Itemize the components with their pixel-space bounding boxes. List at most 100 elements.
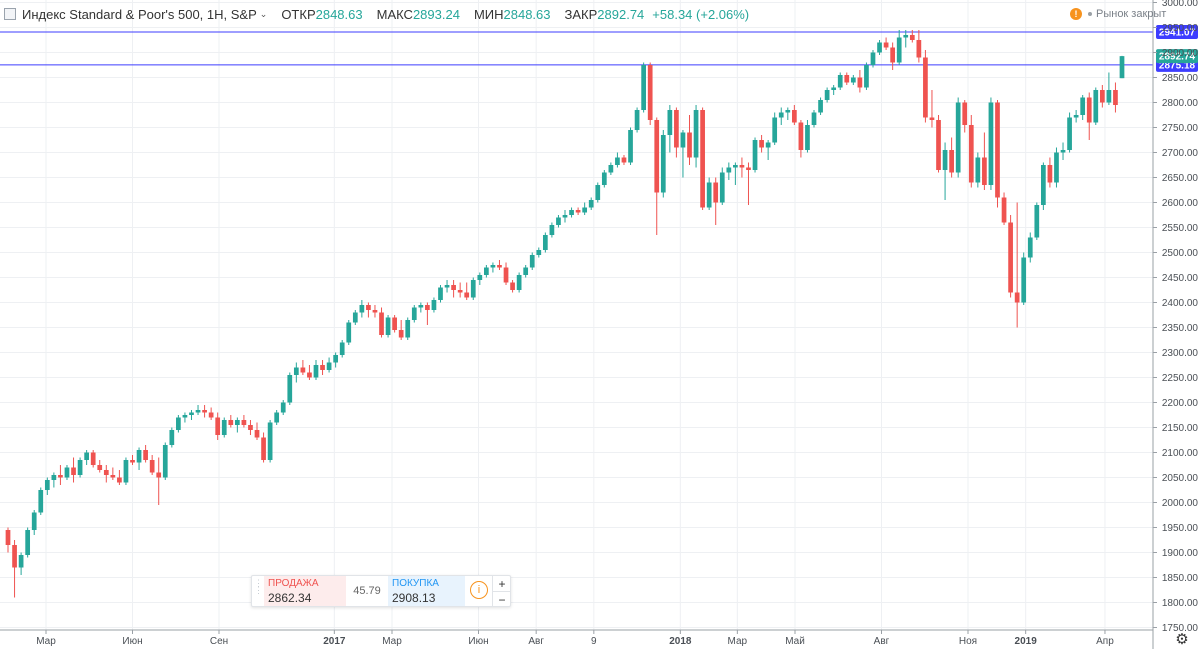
close-label: ЗАКР: [564, 6, 598, 22]
y-tick-label: 2050.00: [1162, 473, 1199, 484]
candle: [300, 360, 306, 375]
sell-button[interactable]: ПРОДАЖА 2862.34: [264, 576, 346, 606]
candle-body: [818, 100, 823, 113]
candle: [955, 97, 961, 178]
candle: [556, 215, 561, 228]
candle: [143, 445, 148, 463]
x-tick-label: 2018: [669, 636, 692, 647]
candle-body: [411, 307, 417, 320]
candle: [169, 427, 175, 448]
candle-body: [202, 410, 207, 413]
candle-body: [169, 430, 175, 445]
candle: [680, 130, 686, 178]
zoom-in-button[interactable]: +: [498, 576, 506, 591]
candle-body: [516, 275, 522, 290]
candle-body: [988, 102, 994, 185]
candle-body: [313, 365, 319, 378]
candle-body: [261, 437, 266, 460]
candle-body: [733, 165, 738, 168]
candle-body: [326, 362, 332, 370]
candle: [38, 487, 44, 515]
warning-icon[interactable]: !: [1070, 8, 1082, 20]
candle-body: [621, 157, 627, 163]
candle-body: [896, 37, 902, 63]
hline-price-label: 2941.07: [1159, 27, 1196, 38]
candle-body: [366, 305, 371, 310]
candle: [824, 87, 830, 103]
candle: [248, 420, 253, 435]
candle: [982, 132, 987, 190]
candle-body: [1021, 257, 1027, 303]
candle: [438, 285, 443, 303]
candle-body: [667, 110, 673, 135]
candle: [176, 415, 181, 433]
candle: [864, 62, 869, 90]
candle: [64, 465, 70, 480]
candle-body: [713, 182, 719, 203]
candle-body: [84, 452, 89, 460]
candle-body: [25, 530, 31, 555]
candle-body: [438, 287, 443, 300]
candle-body: [634, 110, 640, 130]
y-tick-label: 2650.00: [1162, 173, 1199, 184]
candle-body: [995, 102, 1000, 198]
candle-body: [1027, 237, 1033, 258]
market-status[interactable]: ! Рынок закрыт: [1070, 6, 1166, 22]
candle: [326, 357, 332, 373]
candle: [805, 120, 810, 153]
candle: [44, 477, 50, 495]
candle: [713, 177, 719, 225]
candle: [110, 467, 116, 480]
candle: [117, 470, 122, 485]
symbol-title[interactable]: Индекс Standard & Poor's 500, 1Н, S&P: [22, 6, 257, 22]
y-tick-label: 2550.00: [1162, 223, 1199, 234]
candle-body: [477, 275, 483, 280]
x-tick-label: Июн: [122, 636, 142, 647]
zoom-out-button[interactable]: −: [493, 591, 511, 607]
candle-body: [588, 200, 594, 208]
candle-body: [18, 555, 24, 568]
candle-body: [228, 420, 234, 425]
candle-body: [719, 172, 725, 203]
candle: [123, 457, 129, 485]
candle-body: [641, 65, 646, 110]
candle: [366, 302, 371, 318]
info-icon[interactable]: i: [470, 581, 488, 599]
candle-body: [936, 120, 941, 170]
candle: [503, 262, 509, 285]
buy-button[interactable]: ПОКУПКА 2908.13: [388, 576, 465, 606]
candle-body: [300, 367, 306, 373]
candle-body: [864, 65, 869, 88]
candle: [837, 72, 843, 90]
candle: [510, 280, 515, 293]
candle: [588, 197, 594, 210]
drag-handle-icon[interactable]: ⋮⋮ ⋮⋮: [254, 578, 272, 595]
candle-body: [425, 305, 430, 310]
series-visibility-icon[interactable]: [4, 8, 16, 20]
candle: [385, 315, 391, 338]
candle-body: [765, 142, 771, 148]
candle-body: [90, 452, 96, 465]
candle: [608, 162, 614, 175]
candle: [549, 222, 555, 238]
candle-body: [549, 225, 555, 235]
candle-body: [320, 365, 325, 370]
close-value: 2892.74: [597, 6, 645, 22]
x-tick-label: Ноя: [959, 636, 977, 647]
chevron-down-icon[interactable]: ⌄: [259, 8, 268, 19]
candle: [352, 310, 358, 325]
gear-icon[interactable]: ⚙: [1175, 631, 1189, 648]
candle: [877, 40, 882, 55]
x-tick-label: Авг: [528, 636, 544, 647]
candle-body: [1014, 292, 1020, 303]
candle: [339, 340, 345, 358]
candle-body: [923, 57, 928, 118]
candle-body: [569, 210, 574, 215]
open-label: ОТКР: [281, 6, 316, 22]
x-tick-label: Июн: [468, 636, 488, 647]
candle-body: [254, 430, 260, 438]
candle: [162, 442, 168, 480]
candle-body: [870, 52, 876, 65]
spread-value: 45.79: [353, 585, 381, 597]
